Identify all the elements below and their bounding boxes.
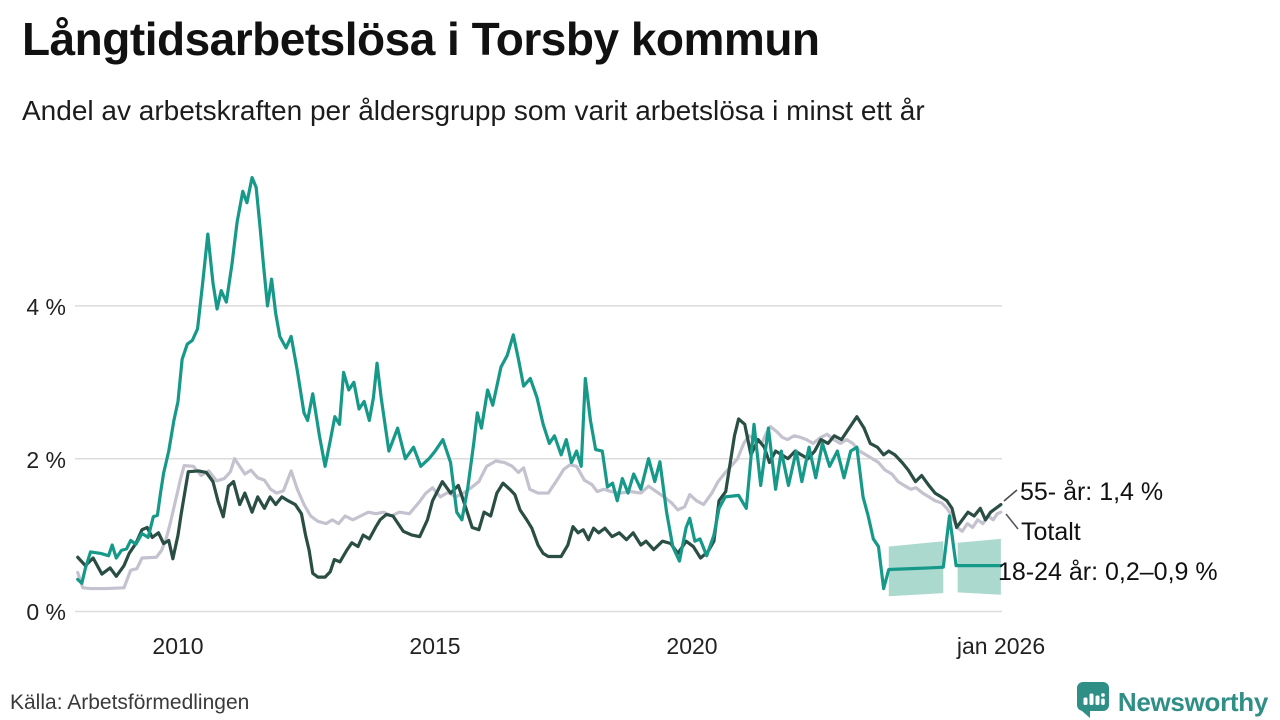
series-label-18-24: 18-24 år: 0,2–0,9 % — [998, 558, 1218, 586]
y-tick-0: 0 % — [26, 599, 66, 625]
series-line — [76, 175, 1003, 591]
chart-subtitle: Andel av arbetskraften per åldersgrupp s… — [22, 95, 925, 126]
series-label-55-plus: 55- år: 1,4 % — [1020, 478, 1164, 506]
y-tick-2: 2 % — [26, 447, 66, 473]
series-line — [76, 415, 1003, 579]
page-title: Långtidsarbetslösa i Torsby kommun — [22, 13, 820, 65]
label-leader-line — [1005, 513, 1019, 530]
label-leader-line — [1003, 489, 1018, 502]
series-line — [76, 425, 1003, 591]
x-tick-2010: 2010 — [152, 633, 204, 659]
brand-logo: Newsworthy — [1076, 681, 1268, 720]
source-note: Källa: Arbetsförmedlingen — [10, 691, 250, 714]
brand-wordmark: Newsworthy — [1117, 687, 1268, 717]
bar-chart-speech-bubble-icon — [1076, 681, 1110, 720]
y-tick-4: 4 % — [26, 294, 66, 320]
series-label-total: Totalt — [1021, 518, 1081, 546]
x-tick-2015: 2015 — [409, 633, 461, 659]
x-tick-jan-2026: jan 2026 — [956, 633, 1046, 659]
x-tick-2020: 2020 — [666, 633, 718, 659]
